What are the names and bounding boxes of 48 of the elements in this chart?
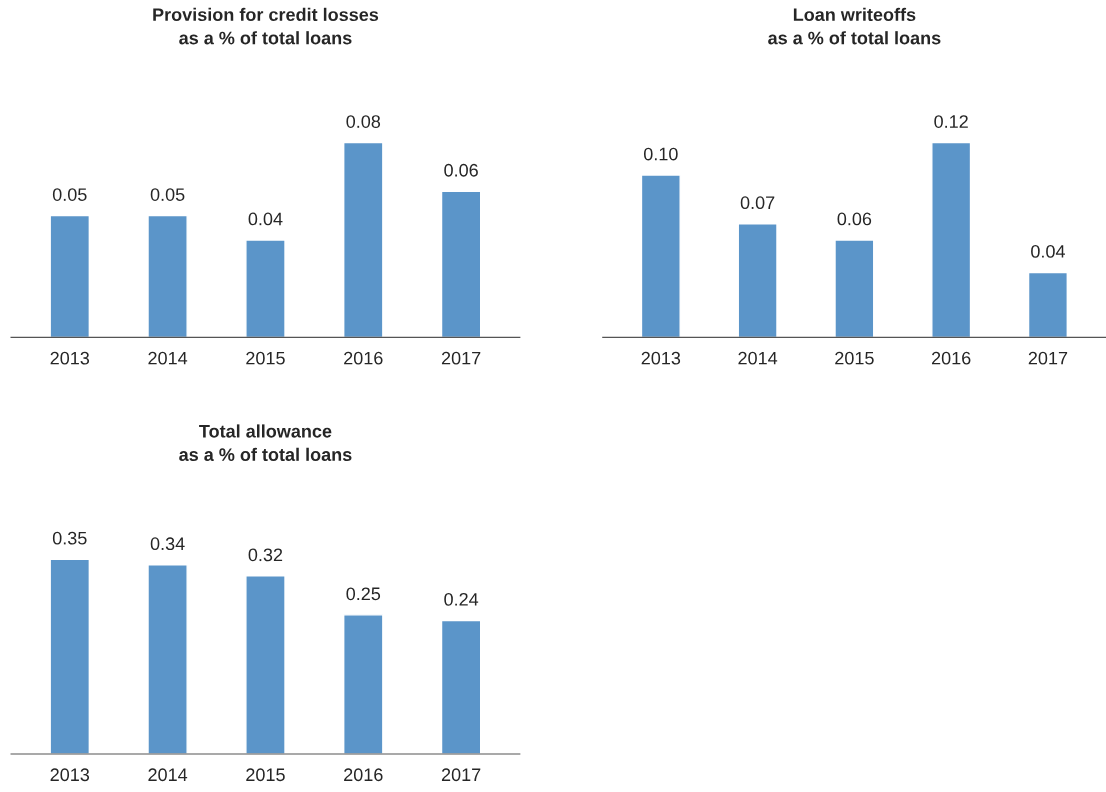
data-label: 0.10: [643, 147, 678, 161]
chart-title: Loan writeoffs as a % of total loans: [768, 7, 941, 45]
x-tick-label: 2015: [835, 351, 874, 365]
x-tick-label: 2017: [441, 351, 481, 365]
x-tick-label: 2017: [1028, 351, 1068, 365]
bar: [245, 239, 286, 338]
bar: [49, 214, 91, 338]
data-label: 0.35: [52, 531, 87, 545]
data-label: 0.24: [444, 592, 479, 606]
x-tick-label: 2013: [50, 351, 90, 365]
data-label: 0.04: [1031, 245, 1065, 258]
data-label: 0.06: [444, 163, 478, 177]
data-label: 0.05: [150, 188, 185, 201]
data-label: 0.34: [150, 537, 185, 551]
x-tick-label: 2015: [246, 768, 285, 782]
bar: [245, 575, 286, 754]
bar: [440, 619, 482, 754]
data-label: 0.08: [346, 115, 381, 128]
x-tick-label: 2014: [148, 351, 188, 365]
bar: [1027, 271, 1068, 338]
bar: [343, 614, 384, 754]
x-tick-label: 2016: [931, 351, 971, 365]
bar: [931, 141, 972, 338]
bar: [147, 214, 188, 338]
bar: [147, 564, 188, 754]
bar: [737, 223, 778, 338]
x-tick-label: 2014: [738, 351, 778, 365]
data-label: 0.25: [346, 587, 381, 601]
x-tick-label: 2016: [344, 351, 383, 365]
x-tick-label: 2015: [246, 351, 285, 365]
bar: [343, 141, 384, 338]
bar: [834, 239, 875, 338]
chart-title: Provision for credit losses as a % of total loans: [153, 7, 379, 45]
data-label: 0.07: [740, 196, 775, 210]
data-label: 0.32: [248, 548, 283, 562]
x-tick-label: 2014: [148, 768, 188, 782]
x-tick-label: 2016: [344, 768, 383, 782]
data-label: 0.06: [837, 212, 872, 226]
chart-title: Total allowance as a % of total loans: [179, 424, 352, 462]
x-tick-label: 2013: [50, 768, 90, 782]
bar: [49, 558, 91, 754]
bar: [440, 190, 482, 338]
bar: [640, 174, 681, 338]
data-label: 0.12: [934, 115, 968, 128]
x-tick-label: 2013: [641, 351, 681, 365]
x-tick-label: 2017: [441, 768, 481, 782]
data-label: 0.04: [248, 212, 283, 226]
data-label: 0.05: [52, 188, 87, 201]
